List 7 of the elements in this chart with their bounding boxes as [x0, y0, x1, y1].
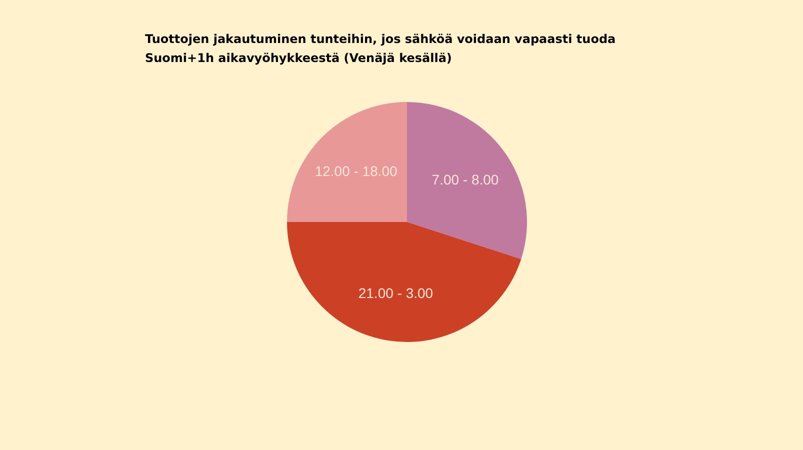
chart-title: Tuottojen jakautuminen tunteihin, jos sähköä voidaan vapaasti tuoda Suomi+1h aikavyöhykkeestä (Venäjä kesällä): [145, 31, 617, 67]
pie-slice: [407, 102, 527, 260]
pie-slice: [287, 222, 522, 342]
slice-label: 7.00 - 8.00: [432, 172, 499, 188]
slice-label: 21.00 - 3.00: [358, 285, 434, 302]
pie-slice: [287, 102, 407, 222]
slice-label: 12.00 - 18.00: [314, 163, 398, 180]
